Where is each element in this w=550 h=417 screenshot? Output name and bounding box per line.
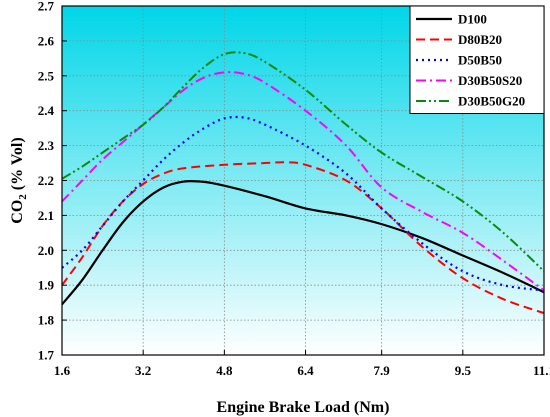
y-tick-label: 2.6 <box>38 33 55 48</box>
y-tick-label: 1.8 <box>38 313 55 328</box>
legend-label: D30B50S20 <box>458 73 522 88</box>
y-tick-label: 1.9 <box>38 278 55 293</box>
x-tick-label: 1.6 <box>54 363 71 378</box>
legend-label: D30B50G20 <box>458 94 525 109</box>
legend: D100 D80B20 D50B50 D30B50S20 D30B50G20 <box>409 5 545 114</box>
y-tick-label: 2.1 <box>38 208 54 223</box>
x-tick-label: 6.4 <box>297 363 314 378</box>
legend-box <box>409 5 545 114</box>
y-tick-label: 2.5 <box>38 68 55 83</box>
y-axis-title: CO2 (% Vol) <box>9 137 29 223</box>
grid <box>62 6 544 355</box>
series-line-d30b50s20 <box>62 71 544 292</box>
legend-label: D80B20 <box>458 32 502 47</box>
x-axis-title: Engine Brake Load (Nm) <box>217 399 390 416</box>
series-lines <box>62 51 544 315</box>
x-tick-label: 4.8 <box>216 363 233 378</box>
series-line-d30b50g20 <box>62 51 544 272</box>
y-axis-title-main: CO <box>9 200 26 224</box>
x-tick-label: 11.1 <box>533 363 550 378</box>
y-tick-label: 2.0 <box>38 243 54 258</box>
x-tick-label: 3.2 <box>135 363 151 378</box>
y-tick-label: 2.3 <box>38 138 55 153</box>
x-tick-label: 9.5 <box>455 363 472 378</box>
axis-ticks: 1.6 3.2 4.8 6.4 7.9 9.5 11.1 1.7 1.8 1.9 2.0 2.1 2.2… <box>38 0 550 378</box>
series-line-d80b20 <box>62 161 544 315</box>
y-axis-title-rest: (% Vol) <box>9 137 26 194</box>
y-tick-label: 2.4 <box>38 103 55 118</box>
legend-label: D50B50 <box>458 53 502 68</box>
legend-label: D100 <box>458 12 487 27</box>
y-tick-label: 1.7 <box>38 348 55 363</box>
y-tick-label: 2.2 <box>38 173 54 188</box>
y-axis-title-subscript: 2 <box>17 194 29 200</box>
y-tick-label: 2.7 <box>38 0 55 14</box>
x-tick-label: 7.9 <box>374 363 391 378</box>
series-line-d100 <box>62 179 544 306</box>
